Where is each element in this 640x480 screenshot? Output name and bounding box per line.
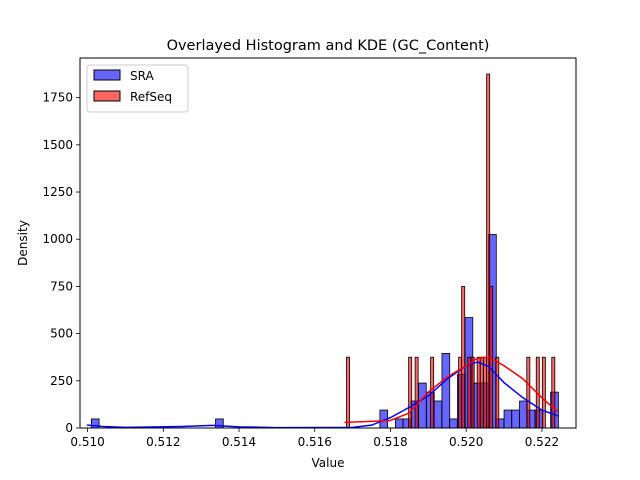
x-axis-ticks: 0.510 0.512 0.514 0.516 0.518 0.520 0.522 bbox=[70, 428, 559, 449]
y-tick-label: 1500 bbox=[42, 138, 73, 152]
x-tick-label: 0.512 bbox=[146, 435, 180, 449]
y-tick-label: 0 bbox=[65, 421, 73, 435]
sra-bar-17 bbox=[503, 409, 513, 429]
legend-label-sra: SRA bbox=[130, 69, 154, 83]
x-tick-label: 0.522 bbox=[525, 435, 559, 449]
refseq-bar-10 bbox=[483, 356, 488, 429]
y-tick-label: 250 bbox=[50, 374, 73, 388]
refseq-bar-0 bbox=[346, 356, 351, 429]
y-tick-label: 750 bbox=[50, 279, 73, 293]
x-tick-label: 0.520 bbox=[449, 435, 483, 449]
x-tick-label: 0.510 bbox=[70, 435, 104, 449]
refseq-bar-14 bbox=[526, 356, 531, 429]
refseq-bar-2 bbox=[414, 356, 419, 429]
plot-frame bbox=[79, 57, 577, 429]
sra-bar-9 bbox=[441, 353, 451, 429]
legend: SRA RefSeq bbox=[86, 64, 189, 113]
sra-bar-18 bbox=[511, 409, 520, 429]
x-axis-label: Value bbox=[312, 456, 345, 470]
refseq-bar-5 bbox=[461, 286, 466, 429]
x-tick-label: 0.516 bbox=[298, 435, 332, 449]
plot-area-background bbox=[80, 58, 576, 428]
sra-bar-10 bbox=[449, 418, 458, 429]
y-tick-label: 1750 bbox=[42, 91, 73, 105]
refseq-bar-6 bbox=[467, 356, 472, 429]
refseq-bar-11 bbox=[486, 73, 491, 429]
refseq-bar-1 bbox=[408, 356, 413, 429]
y-tick-label: 500 bbox=[50, 327, 73, 341]
sra-bar-6 bbox=[418, 382, 427, 429]
kde-lines bbox=[86, 356, 558, 429]
refseq-bars bbox=[346, 73, 556, 429]
refseq-bar-7 bbox=[470, 356, 475, 429]
sra-bar-19 bbox=[519, 400, 528, 429]
sra-bar-3 bbox=[394, 418, 404, 429]
legend-swatch-refseq bbox=[93, 90, 121, 102]
refseq-bar-17 bbox=[551, 356, 556, 429]
refseq-bar-16 bbox=[541, 356, 546, 429]
y-axis-label: Density bbox=[16, 220, 30, 266]
refseq-bar-8 bbox=[476, 356, 481, 429]
sra-kde-line bbox=[86, 361, 558, 429]
x-tick-label: 0.518 bbox=[373, 435, 407, 449]
refseq-bar-13 bbox=[495, 356, 500, 429]
refseq-bar-9 bbox=[479, 356, 484, 429]
refseq-kde-line bbox=[344, 356, 558, 424]
sra-bar-8 bbox=[433, 400, 443, 429]
x-tick-label: 0.514 bbox=[222, 435, 256, 449]
y-tick-label: 1000 bbox=[42, 232, 73, 246]
legend-label-refseq: RefSeq bbox=[130, 90, 172, 104]
legend-swatch-sra bbox=[93, 69, 121, 81]
y-axis-ticks: 0 250 500 750 1000 1250 1500 1750 bbox=[42, 91, 80, 435]
y-tick-label: 1250 bbox=[42, 185, 73, 199]
chart-title: Overlayed Histogram and KDE (GC_Content) bbox=[167, 38, 490, 54]
